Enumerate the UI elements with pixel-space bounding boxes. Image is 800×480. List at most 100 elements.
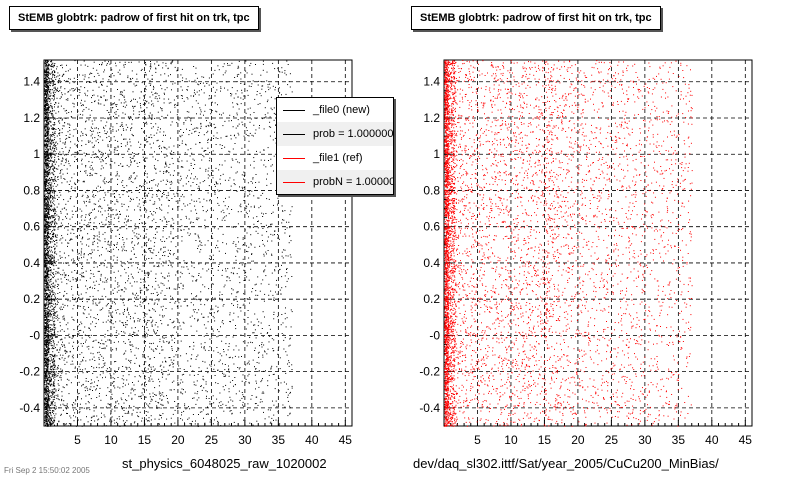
left-point [47,73,49,75]
left-point [155,255,157,256]
left-point [191,152,193,154]
left-point [59,358,61,360]
left-point [74,366,76,368]
left-point [104,238,106,240]
left-point [101,348,103,349]
left-point [164,89,166,91]
left-point [53,209,55,211]
left-point [207,130,209,132]
left-point [50,354,52,356]
left-point [49,139,51,141]
left-point [289,227,291,229]
left-point [49,84,51,86]
left-point [79,89,81,91]
left-point [66,412,67,414]
left-point [132,262,134,264]
plot-title-left-text: StEMB globtrk: padrow of first hit on tr… [18,12,250,24]
left-point [54,183,55,185]
left-point [210,259,212,261]
left-point [168,146,170,148]
left-point [57,184,59,186]
left-point [57,341,59,343]
left-point [53,274,55,275]
left-point [104,199,106,201]
left-point [147,420,149,421]
left-point [54,334,56,336]
left-point [120,124,122,126]
left-point [244,275,246,276]
left-point [51,127,53,129]
left-point [46,378,48,380]
left-point [62,354,64,356]
left-point [58,165,60,167]
left-point [49,190,51,192]
left-point [48,160,50,162]
left-point [161,346,163,348]
left-point [50,166,52,167]
left-point [48,172,50,174]
left-point [88,327,90,329]
left-point [69,150,70,152]
left-point [64,93,66,95]
left-point [254,366,255,368]
left-point [73,415,74,417]
left-point [105,425,107,427]
left-point [267,236,269,238]
left-point [54,300,56,302]
left-point [60,169,61,171]
left-point [50,167,52,168]
left-point [194,423,196,425]
left-point [105,99,106,101]
left-point [53,167,55,169]
left-point [49,327,51,329]
left-point [53,381,55,383]
left-point [128,374,130,376]
left-point [278,238,280,240]
left-point [45,185,47,187]
left-point [48,106,49,108]
left-point [115,321,117,323]
left-point [49,199,50,201]
left-point [84,202,85,204]
left-tick-label-x-6: 35 [272,433,286,447]
left-point [204,104,206,106]
left-point [98,200,100,202]
left-point [220,425,222,427]
left-point [212,423,214,425]
left-point [223,410,225,412]
left-point [44,285,46,287]
left-point [159,148,160,150]
left-point [93,196,95,198]
left-point [113,136,115,138]
left-point [128,178,130,180]
left-point [52,393,54,395]
left-point [100,97,102,98]
left-point [212,275,214,276]
left-point [51,291,53,293]
left-point [139,407,141,408]
left-point [103,363,105,365]
left-point [139,208,141,210]
left-point [53,407,55,409]
left-point [99,301,101,303]
left-point [243,135,245,137]
left-point [52,66,54,68]
left-point [71,210,73,212]
left-point [49,205,51,207]
left-point [92,130,94,132]
left-point [142,197,144,199]
left-point [274,269,276,271]
left-point [66,406,68,407]
left-point [62,274,64,276]
left-point [90,269,92,271]
left-tick-label-x-3: 20 [171,433,185,447]
left-point [250,268,252,270]
left-point [52,117,54,119]
left-point [100,103,102,105]
left-point [287,400,289,402]
left-point [55,236,57,238]
left-point [53,260,55,262]
left-point [187,268,189,270]
left-point [56,303,58,305]
left-point [138,242,139,244]
